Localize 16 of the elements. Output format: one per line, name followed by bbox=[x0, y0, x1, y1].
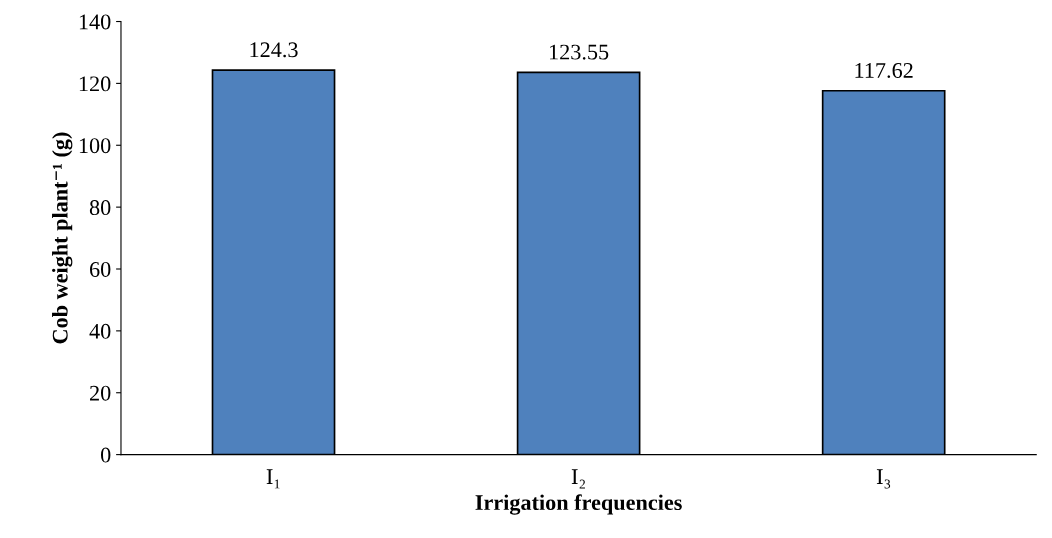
x-tick-label: I₁ bbox=[266, 469, 280, 489]
data-label: 124.3 bbox=[250, 42, 298, 58]
y-axis-title: Cob weight plant⁻¹ (g) bbox=[52, 132, 73, 344]
y-tick-label: 20 bbox=[90, 385, 111, 401]
x-tick-label: I₃ bbox=[876, 469, 891, 489]
y-tick-label: 60 bbox=[89, 261, 111, 277]
y-tick-label: 0 bbox=[100, 447, 111, 463]
y-tick-label: 40 bbox=[89, 323, 111, 339]
x-tick-label: I₂ bbox=[571, 469, 585, 489]
y-tick-label: 80 bbox=[89, 200, 111, 216]
x-axis-title: Irrigation frequencies bbox=[475, 494, 682, 515]
data-label: 117.62 bbox=[855, 62, 913, 78]
y-tick-label: 100 bbox=[79, 138, 111, 154]
data-label: 123.55 bbox=[550, 44, 609, 60]
y-tick-label: 140 bbox=[79, 14, 111, 30]
y-tick-label: 120 bbox=[79, 76, 111, 92]
